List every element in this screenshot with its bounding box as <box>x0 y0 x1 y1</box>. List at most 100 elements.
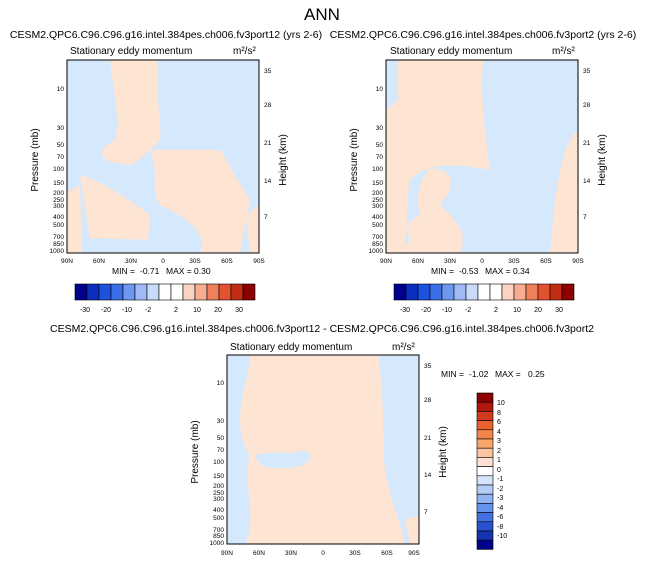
colorbar-swatch <box>465 283 479 301</box>
panel3-ytick: 100 <box>213 459 224 466</box>
panel3-max-label: MAX = <box>495 369 521 379</box>
colorbar-swatch <box>513 283 527 301</box>
panel2-xtick: 60N <box>412 258 424 265</box>
panel3-ytick: 500 <box>213 515 224 522</box>
panel1-xtick: 90N <box>61 258 73 265</box>
panel2-ytick: 10 <box>376 86 384 93</box>
panel2-subtitle: Stationary eddy momentum <box>390 46 512 57</box>
panel3-units: m²/s² <box>392 342 415 353</box>
panel2-min-value: -0.53 <box>459 266 479 276</box>
panel1-positive-region <box>101 60 161 165</box>
colorbar-swatch <box>86 283 100 301</box>
panel3-ytick: 10 <box>217 380 225 387</box>
panel2-min-label: MIN = <box>431 266 454 276</box>
panel3-colorbar-label: 4 <box>497 429 501 436</box>
panel2-ytick: 70 <box>376 154 384 161</box>
panel1-colorbar-label: 30 <box>235 307 243 314</box>
colorbar-swatch <box>476 438 494 449</box>
colorbar-swatch <box>405 283 419 301</box>
panel2-ytick: 500 <box>372 222 383 229</box>
panel2-colorbar-label: 20 <box>534 307 542 314</box>
panel2-ytick-right: 21 <box>583 140 591 147</box>
panel2-xtick: 30N <box>444 258 456 265</box>
panel3-colorbar-label: -4 <box>497 505 503 512</box>
panel2-ytick-right: 35 <box>583 68 591 75</box>
panel2-max-label: MAX = <box>485 266 511 276</box>
panel1-ytick: 100 <box>53 166 64 173</box>
panel3-colorbar-label: -2 <box>497 486 503 493</box>
panel2-ytick-right: 14 <box>583 178 591 185</box>
colorbar-swatch <box>134 283 148 301</box>
panel3-colorbar-label: -1 <box>497 476 503 483</box>
panel3-frame <box>226 354 420 545</box>
panel1-colorbar-label: -10 <box>122 307 132 314</box>
figure-title: ANN <box>304 5 340 24</box>
panel1-ytick: 400 <box>53 214 64 221</box>
panel3-max-value: 0.25 <box>528 369 545 379</box>
panel1-positive-region <box>67 185 82 253</box>
colorbar-swatch <box>110 283 124 301</box>
panel3-ylabel-right: Height (km) <box>438 426 449 478</box>
panel3-colorbar-label: -8 <box>497 524 503 531</box>
panel1-ytick: 700 <box>53 234 64 241</box>
panel3-ytick: 850 <box>213 533 224 540</box>
panel2-ylabel: Pressure (mb) <box>349 128 360 191</box>
panel2-ylabel-right: Height (km) <box>597 134 608 186</box>
panel3-ytick-right: 14 <box>424 472 432 479</box>
colorbar-swatch <box>476 484 494 495</box>
panel2-ytick: 300 <box>372 203 383 210</box>
panel3-xtick: 30S <box>349 550 361 557</box>
panel1-ytick: 250 <box>53 197 64 204</box>
panel3-ylabel: Pressure (mb) <box>190 420 201 483</box>
panel3-ytick: 150 <box>213 473 224 480</box>
colorbar-swatch <box>417 283 431 301</box>
colorbar-swatch <box>122 283 136 301</box>
colorbar-swatch <box>146 283 160 301</box>
panel3-colorbar-label: 0 <box>497 467 501 474</box>
panel1-subtitle: Stationary eddy momentum <box>70 46 192 57</box>
colorbar-swatch <box>441 283 455 301</box>
colorbar-swatch <box>206 283 220 301</box>
panel1-ytick-right: 35 <box>264 68 272 75</box>
panel1-colorbar-label: 10 <box>193 307 201 314</box>
panel1-max-label: MAX = <box>166 266 192 276</box>
panel3-positive-region <box>405 515 419 544</box>
panel1-xtick: 30N <box>125 258 137 265</box>
panel3-positive-region <box>240 355 405 544</box>
panel2-negative-region <box>400 60 578 253</box>
colorbar-swatch <box>170 283 184 301</box>
panel1-ytick: 70 <box>57 154 65 161</box>
panel2-ytick: 150 <box>372 180 383 187</box>
colorbar-swatch <box>476 392 494 403</box>
colorbar-swatch <box>476 466 494 477</box>
colorbar-swatch <box>489 283 503 301</box>
colorbar-swatch <box>182 283 196 301</box>
panel2-ytick: 250 <box>372 197 383 204</box>
colorbar-swatch <box>476 401 494 412</box>
colorbar-swatch <box>476 530 494 541</box>
panel3: CESM2.QPC6.C96.C96.g16.intel.384pes.ch00… <box>50 323 594 557</box>
panel1-xtick: 0 <box>161 258 165 265</box>
panel3-xtick: 60S <box>381 550 393 557</box>
panel2-xtick: 0 <box>480 258 484 265</box>
panel3-colorbar-label: -6 <box>497 514 503 521</box>
panel2-colorbar-label: -10 <box>442 307 452 314</box>
panel1-ylabel-right: Height (km) <box>278 134 289 186</box>
panel1-xtick: 90S <box>253 258 265 265</box>
panel3-negative-region <box>255 450 311 469</box>
colorbar-swatch <box>537 283 551 301</box>
panel2-colorbar-label: -30 <box>400 307 410 314</box>
colorbar-swatch <box>218 283 232 301</box>
panel1-positive-region <box>80 175 150 240</box>
panel1-ytick-right: 7 <box>264 214 268 221</box>
panel2-colorbar-label: 2 <box>494 307 498 314</box>
panel2-ytick: 50 <box>376 142 384 149</box>
panel2-xtick: 90N <box>380 258 392 265</box>
panel1-xtick: 60S <box>221 258 233 265</box>
panel1-xtick: 30S <box>189 258 201 265</box>
panel3-subtitle: Stationary eddy momentum <box>230 342 352 353</box>
panel2-ytick: 1000 <box>369 248 384 255</box>
panel3-colorbar-label: -10 <box>497 533 507 540</box>
panel2-ytick-right: 28 <box>583 102 591 109</box>
panel2-negative-region <box>386 60 398 110</box>
